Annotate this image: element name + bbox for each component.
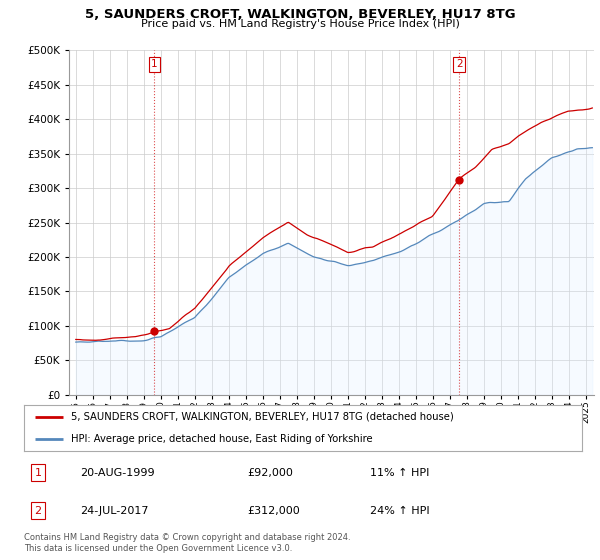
Text: 2: 2 bbox=[34, 506, 41, 516]
Text: £312,000: £312,000 bbox=[247, 506, 300, 516]
Text: 20-AUG-1999: 20-AUG-1999 bbox=[80, 468, 154, 478]
Text: 5, SAUNDERS CROFT, WALKINGTON, BEVERLEY, HU17 8TG: 5, SAUNDERS CROFT, WALKINGTON, BEVERLEY,… bbox=[85, 8, 515, 21]
Text: 24-JUL-2017: 24-JUL-2017 bbox=[80, 506, 148, 516]
Text: £92,000: £92,000 bbox=[247, 468, 293, 478]
Text: 2: 2 bbox=[456, 59, 463, 69]
Text: 5, SAUNDERS CROFT, WALKINGTON, BEVERLEY, HU17 8TG (detached house): 5, SAUNDERS CROFT, WALKINGTON, BEVERLEY,… bbox=[71, 412, 454, 422]
Text: 24% ↑ HPI: 24% ↑ HPI bbox=[370, 506, 430, 516]
Text: Price paid vs. HM Land Registry's House Price Index (HPI): Price paid vs. HM Land Registry's House … bbox=[140, 19, 460, 29]
Text: 1: 1 bbox=[34, 468, 41, 478]
Text: Contains HM Land Registry data © Crown copyright and database right 2024.
This d: Contains HM Land Registry data © Crown c… bbox=[24, 533, 350, 553]
Text: HPI: Average price, detached house, East Riding of Yorkshire: HPI: Average price, detached house, East… bbox=[71, 434, 373, 444]
Text: 1: 1 bbox=[151, 59, 158, 69]
Text: 11% ↑ HPI: 11% ↑ HPI bbox=[370, 468, 430, 478]
